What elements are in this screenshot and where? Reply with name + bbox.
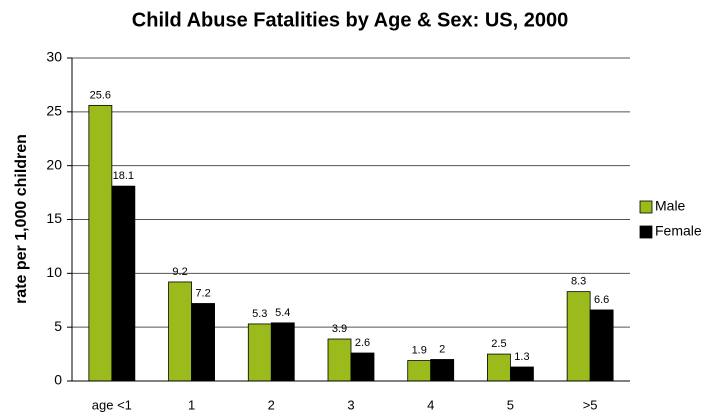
- x-tick-label: 1: [188, 397, 195, 412]
- x-tick-label: 2: [268, 397, 275, 412]
- bar: [589, 309, 614, 382]
- x-tick-label: 3: [347, 397, 354, 412]
- x-tick-label: >5: [583, 397, 598, 412]
- y-tick-label: 30: [46, 49, 62, 65]
- value-label: 18.1: [113, 170, 134, 182]
- value-label: 25.6: [90, 89, 111, 101]
- bar: [270, 322, 295, 382]
- bar: [191, 303, 215, 382]
- y-tick-label: 15: [46, 210, 62, 226]
- y-tick-label: 10: [46, 264, 62, 280]
- value-label: 2: [439, 343, 445, 355]
- legend-label: Male: [655, 198, 686, 214]
- x-tick-label: age <1: [92, 397, 132, 412]
- chart-title: Child Abuse Fatalities by Age & Sex: US,…: [132, 9, 568, 31]
- value-label: 3.9: [332, 323, 347, 335]
- bar: [168, 281, 192, 382]
- y-tick-label: 0: [54, 372, 62, 388]
- bar: [510, 366, 534, 382]
- value-label: 2.6: [355, 337, 370, 349]
- legend-label: Female: [655, 223, 702, 239]
- y-tick-label: 20: [46, 156, 62, 172]
- bar: [350, 352, 375, 382]
- x-tick-label: 4: [427, 397, 434, 412]
- y-axis-label: rate per 1,000 children: [13, 134, 30, 304]
- bar: [407, 360, 432, 382]
- y-tick-label: 5: [54, 318, 62, 334]
- bar: [247, 323, 272, 382]
- bar: [327, 338, 352, 382]
- bar: [430, 359, 455, 382]
- value-label: 1.9: [412, 344, 427, 356]
- legend-swatch: [639, 200, 653, 214]
- value-label: 5.4: [275, 307, 290, 319]
- bar: [487, 353, 511, 382]
- value-label: 5.3: [252, 308, 267, 320]
- value-label: 7.2: [195, 287, 210, 299]
- bar: [566, 291, 591, 382]
- value-label: 2.5: [491, 338, 506, 350]
- bar: [88, 104, 113, 382]
- value-label: 8.3: [571, 276, 586, 288]
- legend-swatch: [639, 225, 653, 239]
- x-tick-label: 5: [507, 397, 514, 412]
- value-label: 9.2: [172, 266, 187, 278]
- value-label: 1.3: [514, 351, 529, 363]
- y-tick-label: 25: [46, 103, 62, 119]
- bar: [111, 185, 136, 382]
- value-label: 6.6: [594, 294, 609, 306]
